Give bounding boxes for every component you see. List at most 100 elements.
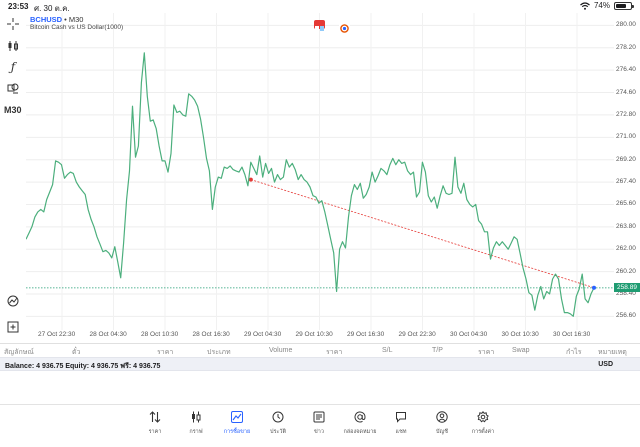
col-type[interactable]: ประเภท bbox=[207, 349, 231, 356]
crosshair-icon[interactable] bbox=[4, 15, 22, 33]
one-click-trading-icon[interactable] bbox=[314, 20, 325, 31]
price-tick-label: 272.80 bbox=[616, 110, 636, 118]
price-tick-label: 278.20 bbox=[616, 43, 636, 51]
col-volume[interactable]: Volume bbox=[269, 347, 293, 354]
tab-settings[interactable]: การตั้งค่า bbox=[463, 410, 503, 436]
wifi-icon bbox=[580, 1, 590, 10]
account-icon bbox=[435, 410, 449, 424]
current-price-tag: 258.89 bbox=[614, 283, 640, 293]
tab-quotes[interactable]: ราคา bbox=[135, 410, 175, 436]
objects-icon[interactable] bbox=[4, 79, 22, 97]
time-tick-label: 29 Oct 10:30 bbox=[295, 331, 333, 338]
tab-chat-label: แชท bbox=[395, 429, 407, 435]
tab-account-label: บัญชี bbox=[436, 429, 448, 435]
col-ticket[interactable]: ตั๋ว bbox=[72, 349, 81, 356]
balance-currency: USD bbox=[598, 361, 613, 368]
time-tick-label: 30 Oct 16:30 bbox=[553, 331, 591, 338]
trendline bbox=[250, 179, 595, 289]
tab-charts[interactable]: กราฟ bbox=[176, 410, 216, 436]
tab-news-label: ข่าว bbox=[314, 429, 324, 435]
symbol-name: BCHUSD bbox=[30, 15, 63, 24]
status-date: ศ. 30 ต.ค. bbox=[34, 4, 70, 13]
settings-icon bbox=[476, 410, 490, 424]
time-tick-label: 29 Oct 16:30 bbox=[347, 331, 385, 338]
col-swap[interactable]: Swap bbox=[512, 347, 530, 354]
trade-icon bbox=[230, 410, 244, 424]
trendline-anchor bbox=[248, 177, 253, 182]
price-axis: 280.00 278.20 276.40 274.60 272.80 271.00 269.… bbox=[614, 13, 640, 340]
col-comment[interactable]: หมายเหตุ bbox=[598, 349, 627, 356]
time-tick-label: 28 Oct 04:30 bbox=[89, 331, 127, 338]
candlestick-icon[interactable] bbox=[4, 37, 22, 55]
time-tick-label: 29 Oct 22:30 bbox=[398, 331, 436, 338]
time-tick-label: 30 Oct 04:30 bbox=[450, 331, 488, 338]
col-symbol[interactable]: สัญลักษณ์ bbox=[4, 349, 34, 356]
tab-history-label: ประวัติ bbox=[269, 429, 287, 435]
positions-header: สัญลักษณ์ ตั๋ว ราคา ประเภท Volume ราคา S… bbox=[0, 343, 640, 356]
price-tick-label: 260.20 bbox=[616, 267, 636, 275]
battery-icon bbox=[614, 1, 634, 10]
tab-news[interactable]: ข่าว bbox=[299, 410, 339, 436]
tab-account[interactable]: บัญชี bbox=[422, 410, 462, 436]
chat-icon bbox=[394, 410, 408, 424]
tab-quotes-label: ราคา bbox=[148, 429, 162, 435]
symbol-header: BCHUSD • M30 bbox=[30, 15, 83, 24]
symbol-description: Bitcoin Cash vs US Dollar(1000) bbox=[30, 24, 124, 31]
left-toolbar: ƒ M30 bbox=[0, 13, 26, 343]
price-tick-label: 263.80 bbox=[616, 222, 636, 230]
battery-fill bbox=[616, 3, 627, 8]
col-sl[interactable]: S/L bbox=[382, 347, 393, 354]
history-icon bbox=[271, 410, 285, 424]
tab-mailbox[interactable]: กล่องจดหมาย bbox=[340, 410, 380, 436]
news-icon bbox=[312, 410, 326, 424]
tab-charts-label: กราฟ bbox=[189, 429, 203, 435]
price-tick-label: 271.00 bbox=[616, 133, 636, 141]
col-price[interactable]: ราคา bbox=[157, 349, 174, 356]
price-tick-label: 269.20 bbox=[616, 155, 636, 163]
balance-text: Balance: 4 936.75 Equity: 4 936.75 ฟรี: … bbox=[5, 363, 161, 370]
tab-trade[interactable]: การซื้อขาย bbox=[217, 410, 257, 436]
tab-history[interactable]: ประวัติ bbox=[258, 410, 298, 436]
price-tick-label: 280.00 bbox=[616, 21, 636, 29]
price-tick-label: 258.40 bbox=[616, 289, 636, 297]
battery-percent: 74% bbox=[593, 1, 610, 10]
price-tick-label: 276.40 bbox=[616, 66, 636, 74]
time-tick-label: 27 Oct 22:30 bbox=[38, 331, 76, 338]
timeframe-label[interactable]: M30 bbox=[4, 105, 22, 115]
mailbox-icon bbox=[353, 410, 367, 424]
col-price-current[interactable]: ราคา bbox=[478, 349, 495, 356]
time-tick-label: 30 Oct 10:30 bbox=[501, 331, 539, 338]
price-tick-label: 262.00 bbox=[616, 245, 636, 253]
price-tick-label: 267.40 bbox=[616, 178, 636, 186]
indicator-list-icon[interactable] bbox=[4, 292, 22, 310]
price-tick-label: 274.60 bbox=[616, 88, 636, 96]
tab-bar: ราคา กราฟ การซื้อขาย ประวัติ ข่าว กล่องจ… bbox=[0, 404, 640, 447]
price-tick-label: 265.60 bbox=[616, 200, 636, 208]
time-axis: 27 Oct 22:30 28 Oct 04:30 28 Oct 10:30 28 O… bbox=[26, 330, 614, 341]
time-tick-label: 28 Oct 16:30 bbox=[192, 331, 230, 338]
market-status-icon bbox=[339, 20, 350, 33]
col-price-open[interactable]: ราคา bbox=[326, 349, 343, 356]
last-price-marker bbox=[592, 285, 596, 290]
function-icon[interactable]: ƒ bbox=[10, 60, 16, 74]
col-profit[interactable]: กำไร bbox=[566, 349, 582, 356]
price-series-line bbox=[26, 52, 595, 317]
add-indicator-icon[interactable] bbox=[4, 318, 22, 336]
chart-area[interactable]: BCHUSD • M30 Bitcoin Cash vs US Dollar(1… bbox=[26, 13, 614, 340]
status-bar: 23:53 ศ. 30 ต.ค. 74% bbox=[0, 0, 640, 13]
balance-bar: Balance: 4 936.75 Equity: 4 936.75 ฟรี: … bbox=[0, 357, 640, 371]
time-tick-label: 29 Oct 04:30 bbox=[244, 331, 282, 338]
status-right: 74% bbox=[580, 1, 634, 10]
tab-chat[interactable]: แชท bbox=[381, 410, 421, 436]
status-time: 23:53 bbox=[8, 2, 29, 11]
quotes-icon bbox=[148, 410, 162, 424]
col-tp[interactable]: T/P bbox=[432, 347, 443, 354]
tab-settings-label: การตั้งค่า bbox=[471, 429, 495, 435]
tab-trade-label: การซื้อขาย bbox=[223, 429, 251, 435]
symbol-timeframe: • M30 bbox=[62, 15, 84, 24]
price-chart[interactable] bbox=[26, 13, 614, 330]
tab-mailbox-label: กล่องจดหมาย bbox=[343, 429, 377, 435]
time-tick-label: 28 Oct 10:30 bbox=[141, 331, 179, 338]
charts-icon bbox=[189, 410, 203, 424]
price-tick-label: 256.60 bbox=[616, 312, 636, 320]
